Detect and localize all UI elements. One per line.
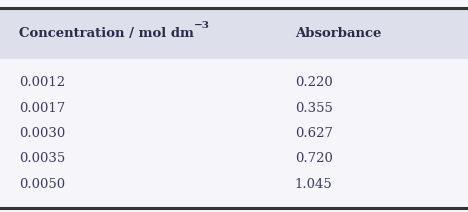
Text: 0.0050: 0.0050	[19, 178, 65, 191]
Text: 0.720: 0.720	[295, 152, 333, 166]
Text: Absorbance: Absorbance	[295, 27, 381, 40]
Text: 0.0012: 0.0012	[19, 76, 65, 89]
Text: 0.0035: 0.0035	[19, 152, 65, 166]
Text: Concentration / mol dm: Concentration / mol dm	[19, 27, 194, 40]
Text: 0.355: 0.355	[295, 102, 333, 115]
Text: 1.045: 1.045	[295, 178, 333, 191]
Text: 0.627: 0.627	[295, 127, 333, 140]
Text: 0.220: 0.220	[295, 76, 333, 89]
Text: 0.0030: 0.0030	[19, 127, 65, 140]
Bar	[0, 8, 468, 59]
Text: 0.0017: 0.0017	[19, 102, 65, 115]
Text: −3: −3	[194, 21, 210, 30]
